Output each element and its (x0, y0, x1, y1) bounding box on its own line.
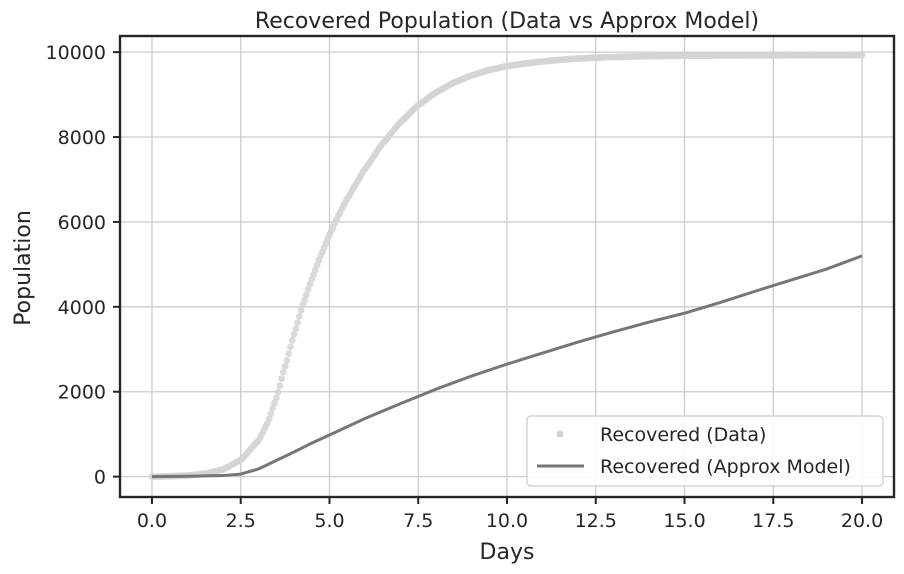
data-point (287, 343, 294, 351)
y-axis: 0 2000 4000 6000 8000 10000 (46, 42, 120, 489)
y-tick-label: 10000 (46, 42, 106, 64)
data-point (295, 312, 303, 320)
legend-box (526, 415, 884, 487)
data-point (288, 336, 296, 344)
x-tick-label: 2.5 (226, 510, 256, 532)
data-point (304, 285, 312, 293)
x-tick-label: 5.0 (314, 510, 344, 532)
y-axis-label: Population (11, 210, 36, 326)
legend-label-data: Recovered (Data) (600, 424, 766, 446)
x-tick-label: 10.0 (486, 510, 528, 532)
data-point (267, 410, 275, 417)
data-point (276, 382, 284, 389)
legend: Recovered (Data) Recovered (Approx Model… (526, 415, 884, 487)
y-tick-label: 4000 (58, 297, 106, 319)
data-point (281, 362, 289, 370)
y-tick-label: 0 (94, 467, 106, 489)
data-point (301, 296, 309, 304)
x-axis: 0.0 2.5 5.0 7.5 10.0 12.5 15.0 17.5 20.0 (137, 497, 883, 532)
data-point (292, 325, 300, 333)
x-tick-label: 17.5 (752, 510, 794, 532)
series-recovered-data (148, 51, 866, 481)
data-point (265, 415, 273, 423)
data-point (269, 404, 277, 412)
data-point (272, 394, 280, 402)
data-point (283, 356, 291, 364)
data-point (290, 331, 298, 338)
series-line-approx-model (151, 254, 863, 479)
data-point (858, 51, 866, 59)
data-point (274, 388, 282, 396)
x-tick-label: 15.0 (663, 510, 705, 532)
data-point (278, 375, 285, 383)
x-tick-label: 7.5 (403, 510, 433, 532)
x-tick-label: 12.5 (575, 510, 617, 532)
data-point (297, 306, 305, 314)
data-point (285, 350, 293, 358)
legend-marker-data (556, 430, 564, 438)
y-tick-label: 2000 (58, 382, 106, 404)
x-tick-label: 0.0 (137, 510, 167, 532)
legend-label-model: Recovered (Approx Model) (600, 456, 851, 478)
data-point (279, 368, 287, 376)
chart-title: Recovered Population (Data vs Approx Mod… (255, 9, 759, 34)
y-tick-label: 6000 (58, 212, 106, 234)
y-tick-label: 8000 (58, 127, 106, 149)
plot-area (148, 51, 866, 481)
x-axis-label: Days (480, 540, 535, 565)
data-point (303, 291, 310, 299)
data-point (294, 319, 301, 327)
x-tick-label: 20.0 (841, 510, 883, 532)
